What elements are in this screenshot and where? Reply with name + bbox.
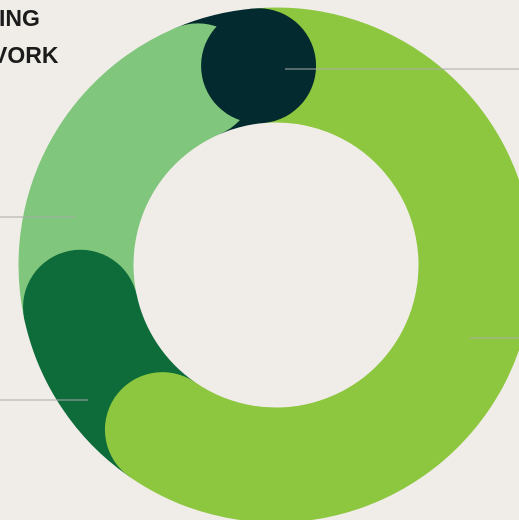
segment-cap (104, 372, 220, 488)
donut (18, 7, 519, 520)
donut-segment (129, 7, 519, 520)
heading-line: VORK (0, 42, 59, 68)
segment-cap (23, 249, 139, 365)
segment-cap (201, 8, 317, 124)
heading-line: ING (0, 5, 40, 31)
